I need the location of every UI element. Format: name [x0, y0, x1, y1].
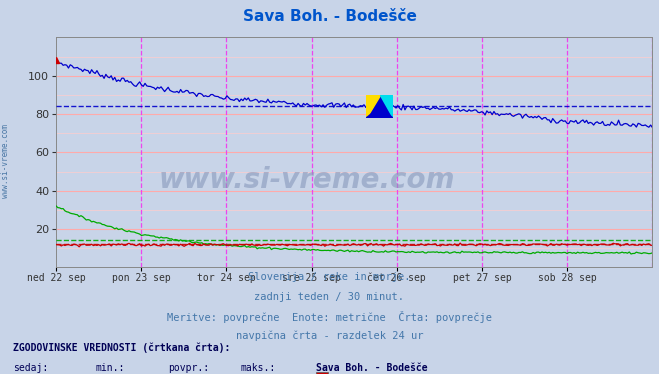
Text: sedaj:: sedaj:	[13, 363, 48, 373]
Text: Slovenija / reke in morje.: Slovenija / reke in morje.	[248, 272, 411, 282]
Text: zadnji teden / 30 minut.: zadnji teden / 30 minut.	[254, 292, 405, 302]
Text: www.si-vreme.com: www.si-vreme.com	[1, 124, 10, 198]
Text: ZGODOVINSKE VREDNOSTI (črtkana črta):: ZGODOVINSKE VREDNOSTI (črtkana črta):	[13, 342, 231, 353]
Text: Sava Boh. - Bodešče: Sava Boh. - Bodešče	[316, 363, 428, 373]
Text: min.:: min.:	[96, 363, 125, 373]
Text: navpična črta - razdelek 24 ur: navpična črta - razdelek 24 ur	[236, 331, 423, 341]
Text: Meritve: povprečne  Enote: metrične  Črta: povprečje: Meritve: povprečne Enote: metrične Črta:…	[167, 311, 492, 323]
Text: www.si-vreme.com: www.si-vreme.com	[158, 166, 455, 194]
Text: maks.:: maks.:	[241, 363, 275, 373]
Text: povpr.:: povpr.:	[168, 363, 209, 373]
Text: Sava Boh. - Bodešče: Sava Boh. - Bodešče	[243, 9, 416, 24]
